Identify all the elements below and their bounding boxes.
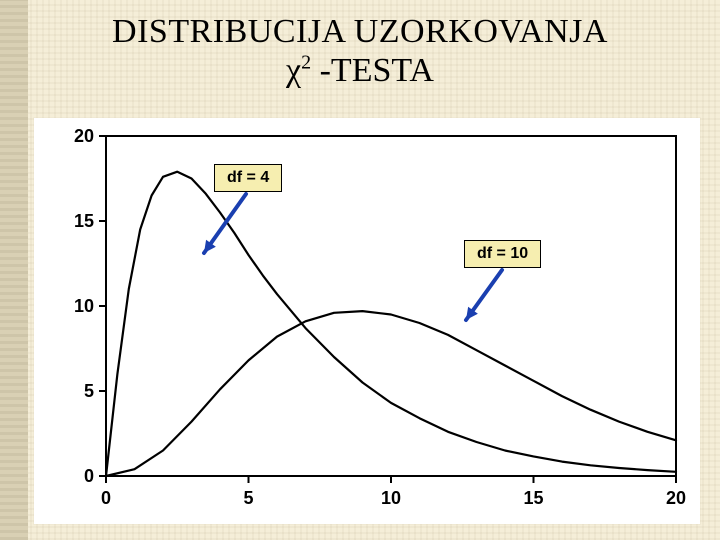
svg-text:0: 0 (101, 488, 111, 508)
title-line2: χ2 -TESTA (0, 51, 720, 90)
label-df4: df = 4 (214, 164, 282, 192)
svg-text:15: 15 (74, 211, 94, 231)
svg-text:15: 15 (523, 488, 543, 508)
svg-text:20: 20 (74, 126, 94, 146)
chi-square-chart: 0 5 10 15 20 0 5 10 15 20 (34, 118, 700, 524)
title-chi: χ (286, 52, 301, 89)
page-title: DISTRIBUCIJA UZORKOVANJA χ2 -TESTA (0, 12, 720, 90)
title-line1: DISTRIBUCIJA UZORKOVANJA (0, 12, 720, 51)
svg-text:0: 0 (84, 466, 94, 486)
title-sup: 2 (301, 52, 311, 74)
svg-text:10: 10 (74, 296, 94, 316)
chart-container: 0 5 10 15 20 0 5 10 15 20 df = 4 df = 10 (34, 118, 700, 524)
svg-text:5: 5 (243, 488, 253, 508)
svg-text:20: 20 (666, 488, 686, 508)
svg-text:10: 10 (381, 488, 401, 508)
page-root: DISTRIBUCIJA UZORKOVANJA χ2 -TESTA 0 5 10 1… (0, 0, 720, 540)
svg-text:5: 5 (84, 381, 94, 401)
title-suffix: -TESTA (311, 52, 434, 89)
label-df10: df = 10 (464, 240, 541, 268)
